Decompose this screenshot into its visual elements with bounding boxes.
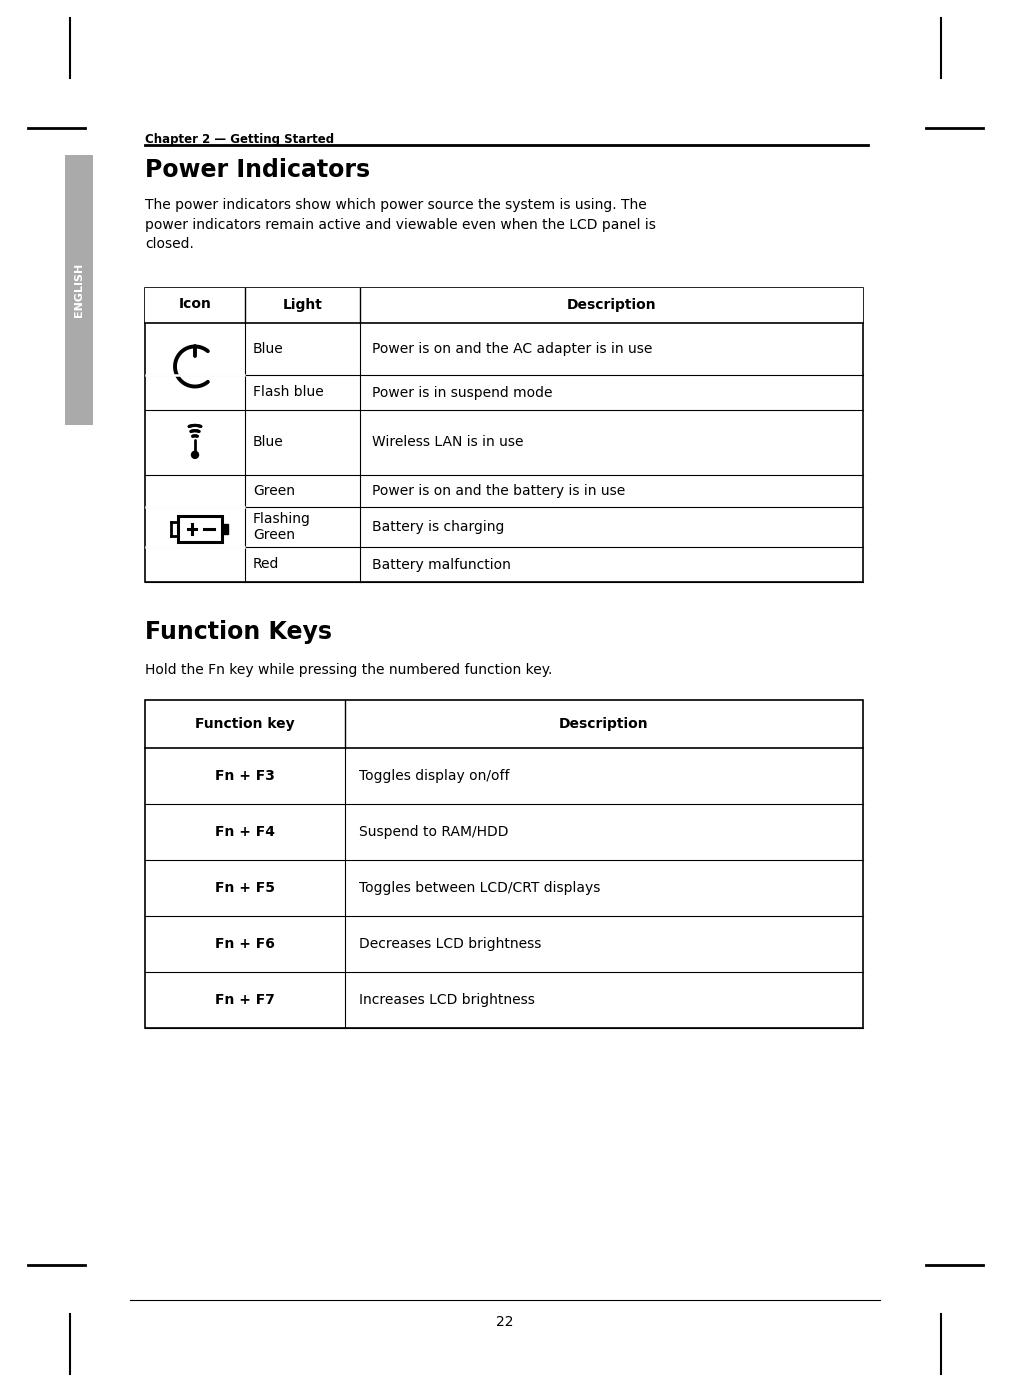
Text: Function key: Function key xyxy=(195,717,295,731)
Bar xyxy=(145,288,863,582)
Text: Flashing
Green: Flashing Green xyxy=(253,512,310,541)
Bar xyxy=(145,700,863,1029)
Text: Blue: Blue xyxy=(253,436,284,450)
Text: Fn + F5: Fn + F5 xyxy=(215,881,275,895)
Text: Description: Description xyxy=(559,717,649,731)
Text: Battery malfunction: Battery malfunction xyxy=(372,558,511,572)
Text: 22: 22 xyxy=(496,1315,514,1329)
Text: Power is on and the AC adapter is in use: Power is on and the AC adapter is in use xyxy=(372,342,652,356)
Text: ENGLISH: ENGLISH xyxy=(74,263,84,317)
Text: Increases LCD brightness: Increases LCD brightness xyxy=(359,992,535,1006)
Text: Fn + F6: Fn + F6 xyxy=(215,937,275,951)
Text: Green: Green xyxy=(253,484,295,498)
Text: Battery is charging: Battery is charging xyxy=(372,521,504,535)
Text: Fn + F7: Fn + F7 xyxy=(215,992,275,1006)
Text: The power indicators show which power source the system is using. The
power indi: The power indicators show which power so… xyxy=(145,198,656,251)
Text: Description: Description xyxy=(567,298,656,312)
Bar xyxy=(222,523,228,533)
Text: Power Indicators: Power Indicators xyxy=(145,159,370,182)
Circle shape xyxy=(191,451,198,458)
Text: Toggles display on/off: Toggles display on/off xyxy=(359,768,510,782)
Text: Power is on and the battery is in use: Power is on and the battery is in use xyxy=(372,484,625,498)
Bar xyxy=(145,288,863,323)
Text: Toggles between LCD/CRT displays: Toggles between LCD/CRT displays xyxy=(359,881,601,895)
Text: Red: Red xyxy=(253,558,279,572)
Bar xyxy=(178,515,222,541)
Text: Decreases LCD brightness: Decreases LCD brightness xyxy=(359,937,541,951)
Text: Light: Light xyxy=(282,298,323,312)
Text: Function Keys: Function Keys xyxy=(145,619,332,644)
Text: Fn + F3: Fn + F3 xyxy=(215,768,275,782)
Text: Chapter 2 — Getting Started: Chapter 2 — Getting Started xyxy=(145,134,334,146)
Text: Icon: Icon xyxy=(179,298,211,312)
Bar xyxy=(65,155,93,425)
Text: Flash blue: Flash blue xyxy=(253,386,324,400)
Text: Hold the Fn key while pressing the numbered function key.: Hold the Fn key while pressing the numbe… xyxy=(145,663,552,677)
Text: Wireless LAN is in use: Wireless LAN is in use xyxy=(372,436,524,450)
Text: Fn + F4: Fn + F4 xyxy=(215,825,275,839)
Text: Suspend to RAM/HDD: Suspend to RAM/HDD xyxy=(359,825,509,839)
Text: Blue: Blue xyxy=(253,342,284,356)
Text: Power is in suspend mode: Power is in suspend mode xyxy=(372,386,552,400)
